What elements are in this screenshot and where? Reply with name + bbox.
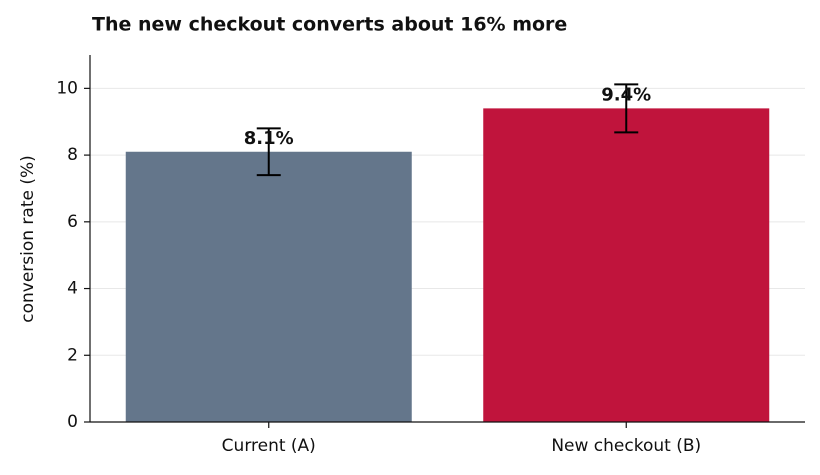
data-label: 9.4% xyxy=(601,84,651,105)
x-tick-label: Current (A) xyxy=(222,436,316,456)
y-tick-label: 4 xyxy=(67,279,78,299)
y-tick-label: 8 xyxy=(67,145,78,165)
y-tick-label: 0 xyxy=(67,412,78,432)
data-label: 8.1% xyxy=(244,128,294,149)
y-axis-label: conversion rate (%) xyxy=(18,155,38,323)
y-tick-label: 2 xyxy=(67,345,78,365)
chart-title: The new checkout converts about 16% more xyxy=(92,14,567,36)
bar xyxy=(483,108,770,422)
error-bar xyxy=(614,83,639,134)
y-tick-label: 10 xyxy=(56,78,78,98)
x-tick-label: New checkout (B) xyxy=(551,436,701,456)
error-bar xyxy=(256,127,281,177)
bar xyxy=(125,151,412,422)
y-tick-label: 6 xyxy=(67,212,78,232)
